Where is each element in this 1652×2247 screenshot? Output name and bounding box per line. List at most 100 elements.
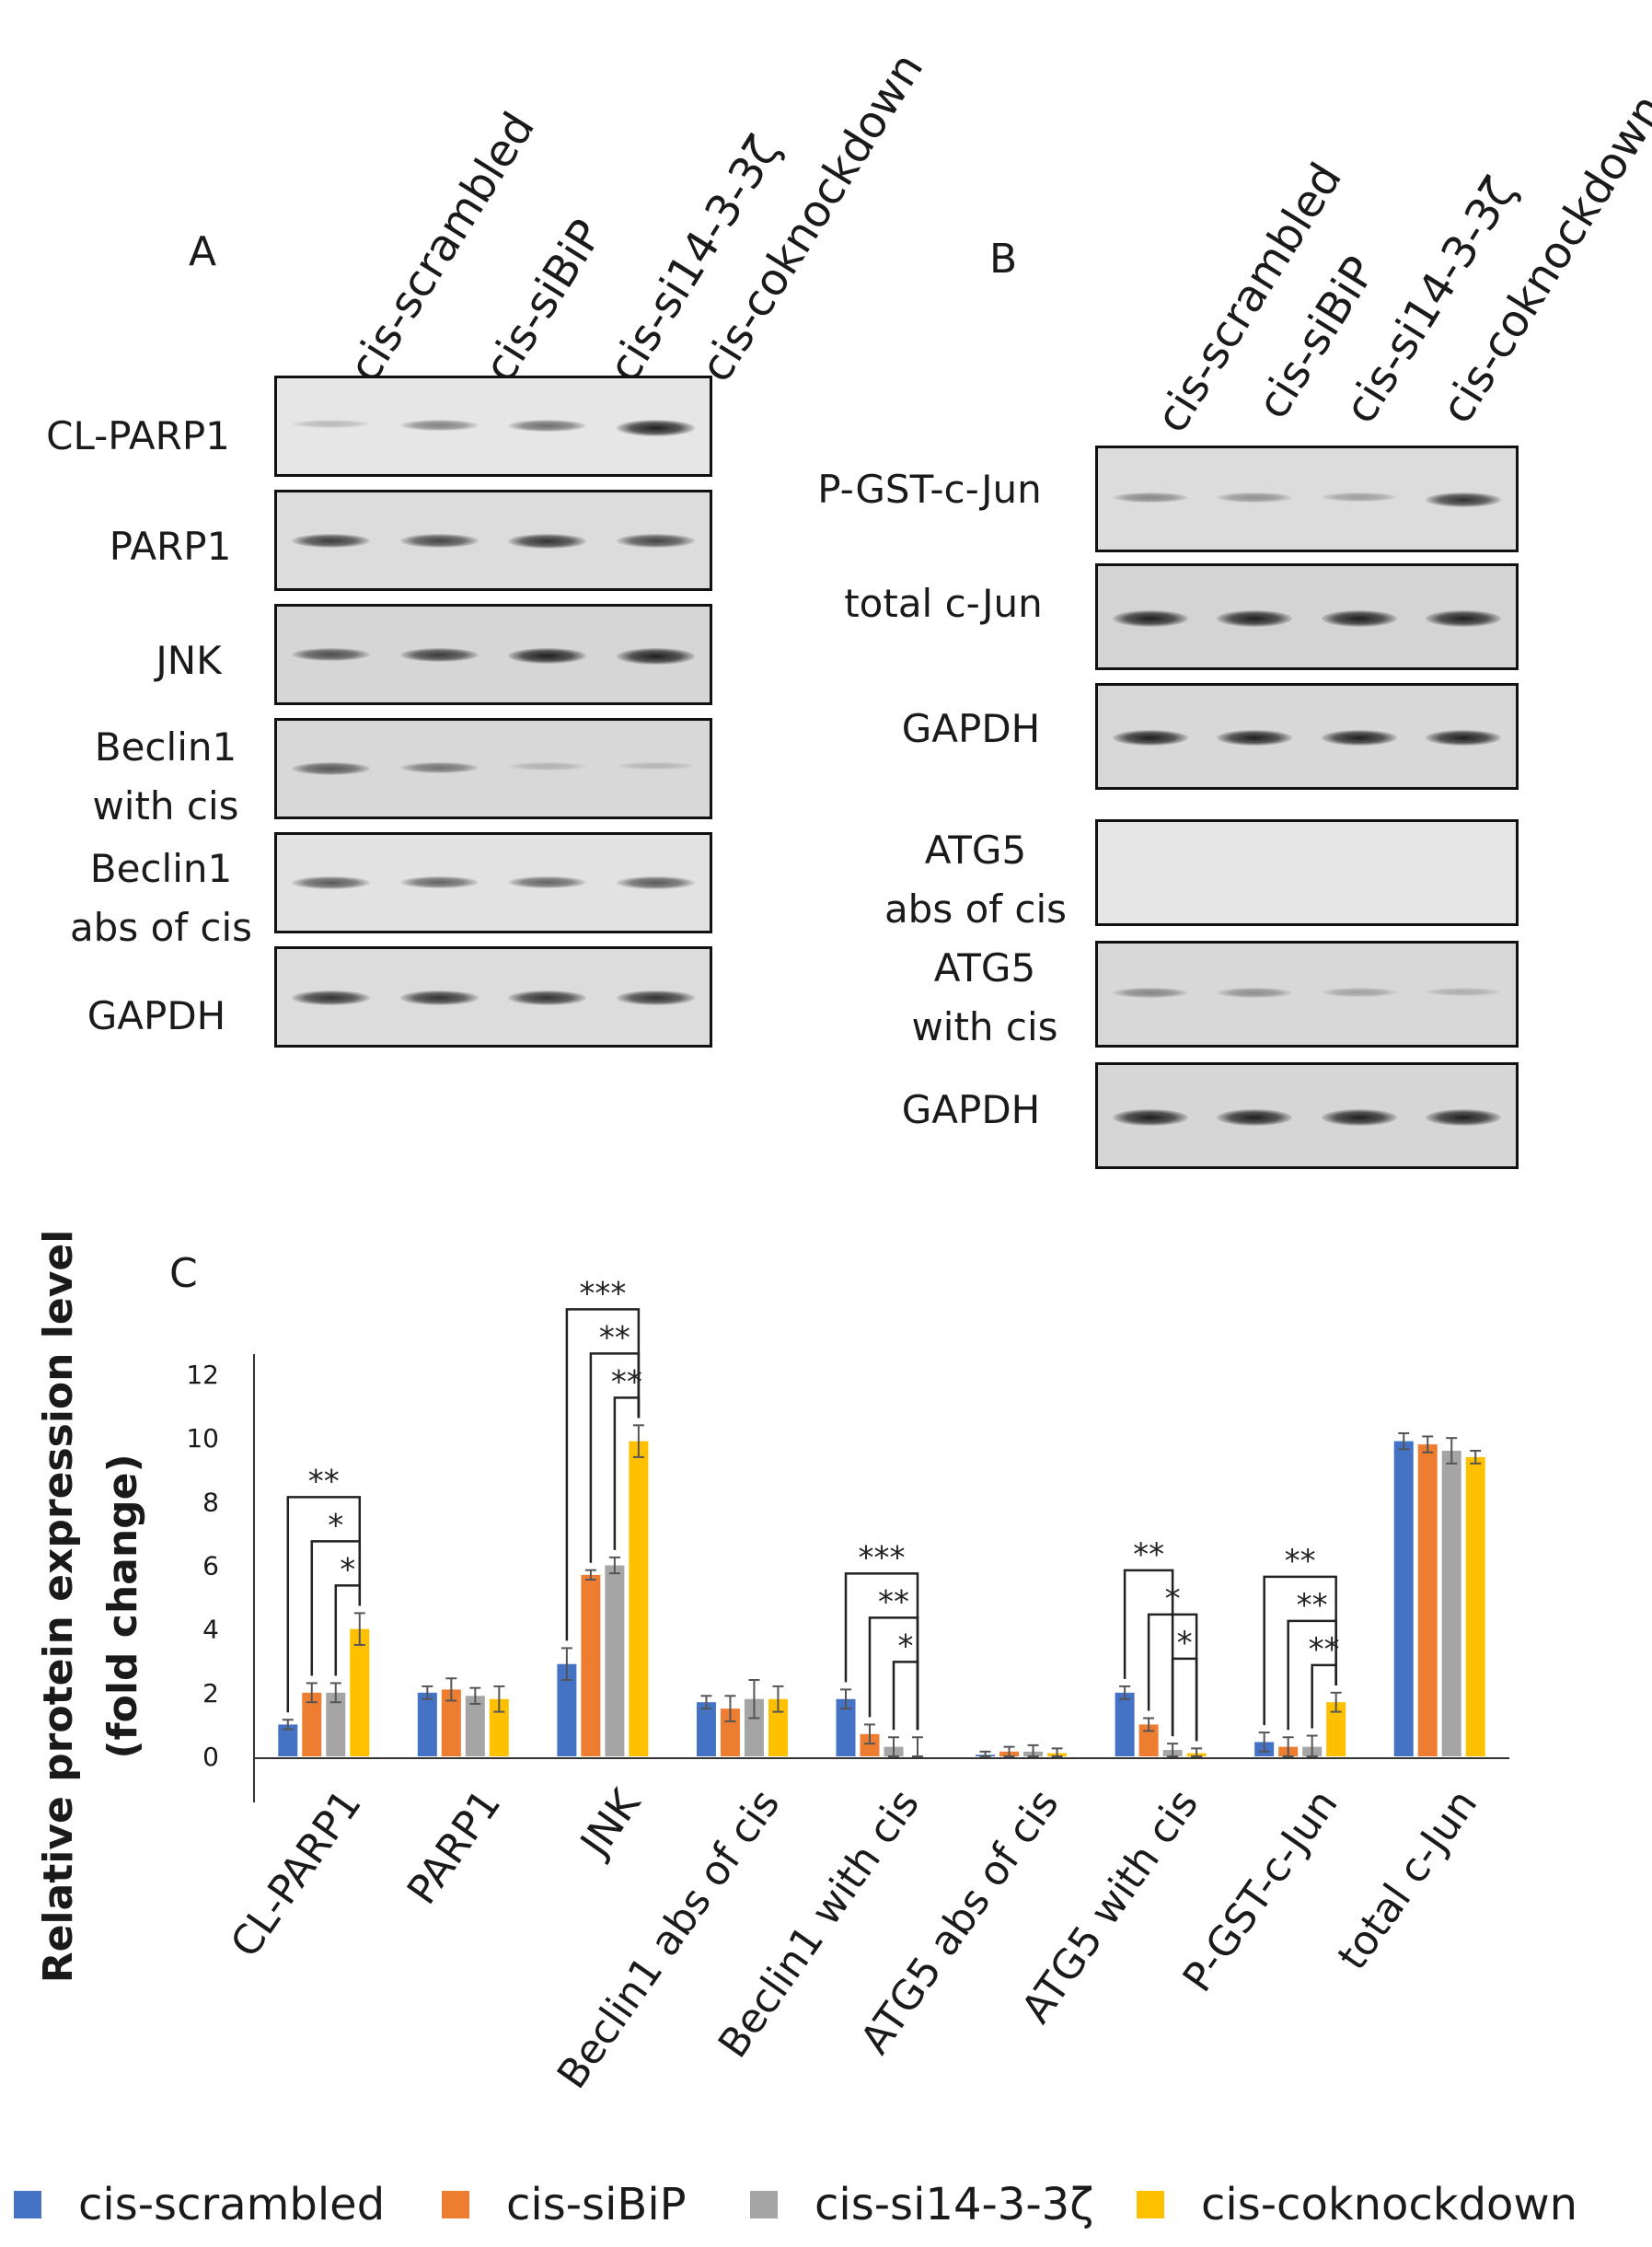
bar xyxy=(1441,1451,1461,1756)
significance-label: * xyxy=(898,1627,914,1664)
protein-band xyxy=(508,762,587,770)
protein-band xyxy=(1426,492,1502,507)
bar xyxy=(1393,1441,1414,1756)
significance-bracket xyxy=(1287,1619,1337,1731)
x-tick-label: total c-Jun xyxy=(1329,1781,1486,1978)
protein-band xyxy=(292,762,371,775)
protein-band xyxy=(1217,492,1293,503)
legend-label: cis-siBiP xyxy=(506,2179,687,2230)
significance-bracket xyxy=(334,1584,362,1676)
chart-legend: cis-scrambled cis-siBiP cis-si14-3-3ζ ci… xyxy=(0,2168,1652,2241)
significance-label: ** xyxy=(611,1363,642,1400)
legend-label: cis-coknockdown xyxy=(1201,2179,1578,2230)
x-tick-label: PARP1 xyxy=(399,1781,510,1913)
protein-band xyxy=(1112,1109,1188,1126)
protein-band xyxy=(1217,730,1293,746)
significance-label: * xyxy=(1177,1625,1193,1662)
significance-label: *** xyxy=(579,1275,626,1312)
protein-band xyxy=(508,534,587,549)
protein-band xyxy=(1217,1109,1293,1126)
protein-band xyxy=(292,990,371,1005)
bar xyxy=(1417,1444,1438,1756)
y-tick-label: 12 xyxy=(186,1360,219,1390)
bar xyxy=(629,1441,649,1756)
significance-label: * xyxy=(340,1551,355,1588)
protein-band xyxy=(616,990,695,1005)
protein-band xyxy=(508,420,587,432)
significance-label: * xyxy=(328,1507,343,1544)
blot-label: ATG5 abs of cis xyxy=(884,828,1068,932)
bar xyxy=(350,1628,370,1756)
bar xyxy=(860,1733,880,1756)
protein-band xyxy=(399,990,479,1005)
significance-bracket xyxy=(613,1396,641,1550)
protein-band xyxy=(292,876,371,889)
protein-band xyxy=(1426,610,1502,627)
significance-bracket xyxy=(1311,1663,1337,1729)
blot-image xyxy=(1095,1062,1519,1169)
blot-image xyxy=(274,718,712,819)
significance-bracket xyxy=(565,1308,641,1641)
protein-band xyxy=(399,648,479,662)
significance-label: *** xyxy=(859,1539,906,1576)
bar xyxy=(302,1692,322,1756)
y-axis-title: Relative protein expression level xyxy=(35,1230,82,1984)
legend-item: cis-coknockdown xyxy=(1137,2168,1577,2241)
significance-label: ** xyxy=(1297,1587,1328,1624)
panel-b-letter: B xyxy=(989,236,1018,283)
significance-bracket xyxy=(892,1661,919,1731)
blot-label: GAPDH xyxy=(87,993,226,1038)
blot-label: JNK xyxy=(156,638,222,683)
bar xyxy=(744,1698,764,1756)
bar xyxy=(557,1663,577,1756)
protein-band xyxy=(1321,610,1397,627)
protein-band xyxy=(399,876,479,888)
protein-band xyxy=(1426,1109,1502,1126)
significance-bracket xyxy=(310,1540,362,1676)
panel-c-letter: C xyxy=(169,1250,198,1297)
blot-label: GAPDH xyxy=(901,706,1041,751)
protein-band xyxy=(1321,492,1397,502)
blot-image xyxy=(1095,563,1519,670)
protein-band xyxy=(616,876,695,889)
legend-swatch xyxy=(14,2191,41,2218)
significance-label: ** xyxy=(308,1463,340,1500)
panel-a-lane-label: cis-siBiP xyxy=(474,211,614,391)
blot-label: Beclin1 with cis xyxy=(92,724,239,828)
bar xyxy=(1465,1456,1485,1756)
legend-item: cis-si14-3-3ζ xyxy=(750,2168,1093,2241)
blot-image xyxy=(274,946,712,1048)
y-axis-title: (fold change) xyxy=(99,1454,146,1758)
protein-band xyxy=(292,534,371,548)
y-tick-label: 10 xyxy=(186,1423,219,1454)
x-tick-label: CL-PARP1 xyxy=(222,1781,371,1966)
blot-image xyxy=(274,832,712,933)
protein-band xyxy=(616,534,695,548)
panel-a-letter: A xyxy=(189,228,217,275)
blot-image xyxy=(1095,819,1519,926)
bar xyxy=(836,1698,856,1756)
protein-band xyxy=(1217,988,1293,998)
blot-image xyxy=(274,490,712,591)
protein-band xyxy=(292,420,371,428)
protein-band xyxy=(399,534,479,548)
bar xyxy=(326,1692,346,1756)
protein-band xyxy=(292,648,371,661)
significance-label: * xyxy=(1165,1581,1181,1617)
bar xyxy=(768,1698,788,1756)
significance-bracket xyxy=(286,1496,362,1713)
blot-label: CL-PARP1 xyxy=(46,413,230,458)
protein-band xyxy=(1217,610,1293,627)
legend-swatch xyxy=(1137,2191,1164,2218)
significance-bracket xyxy=(1171,1657,1198,1742)
bar-chart: C Relative protein expression level (fold … xyxy=(35,1230,1509,2097)
blot-label: P-GST-c-Jun xyxy=(817,467,1042,512)
y-tick-label: 2 xyxy=(202,1678,219,1708)
bar xyxy=(441,1689,461,1756)
y-tick-label: 8 xyxy=(202,1487,219,1517)
protein-band xyxy=(1426,730,1502,746)
protein-band xyxy=(1112,730,1188,746)
protein-band xyxy=(1321,1109,1397,1126)
bar xyxy=(465,1696,485,1756)
legend-label: cis-si14-3-3ζ xyxy=(814,2179,1094,2230)
